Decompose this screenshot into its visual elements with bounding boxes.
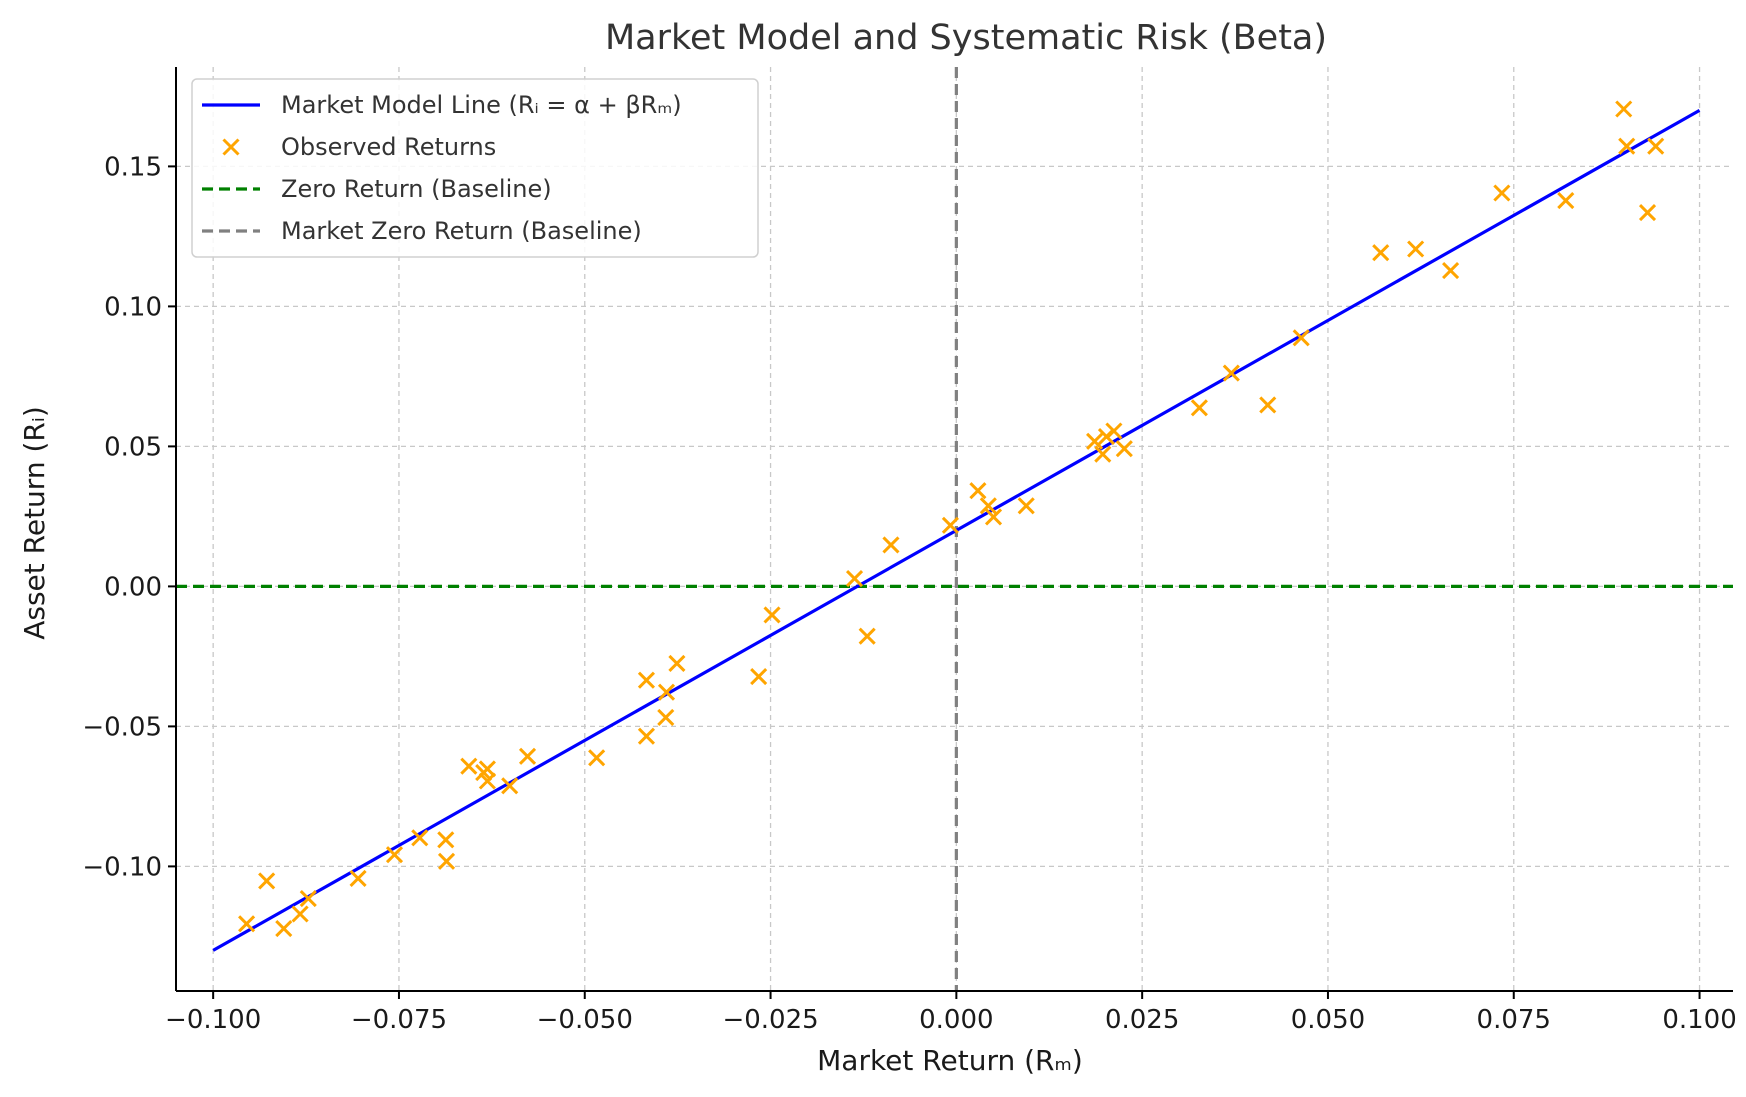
observed-return-point [258,872,276,890]
observed-return-point [518,747,537,765]
y-tick-label: 0.05 [104,432,162,462]
x-axis-title: Market Return (Rₘ) [817,1044,1083,1077]
y-tick-label: 0.15 [104,152,162,182]
observed-return-point [437,831,455,849]
y-axis-title: Asset Return (Rᵢ) [18,406,51,640]
observed-return-point [1618,137,1636,155]
observed-return-point [882,536,900,554]
legend: Market Model Line (Rᵢ = α + βRₘ) Observed… [191,78,759,258]
observed-return-point [291,905,309,923]
observed-return-point [1407,240,1425,258]
x-tick-label: 0.050 [1291,1005,1365,1035]
observed-return-point [1442,261,1460,280]
x-tick-label: −0.050 [537,1005,633,1035]
observed-return-point [1557,191,1575,210]
observed-return-point [763,606,781,624]
observed-return-point [979,497,997,515]
observed-return-point [478,772,496,790]
legend-label: Market Zero Return (Baseline) [281,217,642,245]
observed-return-point [349,869,367,888]
observed-return-point [668,654,686,672]
observed-return-point [657,708,675,727]
observed-return-point [1372,244,1390,262]
observed-return-point [299,890,317,908]
x-tick-label: −0.025 [722,1005,818,1035]
observed-return-point [969,482,987,500]
x-tick-label: −0.075 [351,1005,447,1035]
observed-return-point [501,777,519,795]
observed-return-point [411,829,429,847]
observed-return-point [588,749,606,767]
legend-label: Zero Return (Baseline) [281,175,552,203]
observed-return-point [1647,137,1665,155]
data-series [212,100,1701,952]
observed-return-point [1292,329,1310,347]
observed-return-point [1638,204,1657,222]
y-tick-label: −0.10 [82,852,162,882]
observed-return-point [1105,422,1123,440]
x-tick-label: 0.100 [1662,1005,1736,1035]
legend-box [191,78,759,258]
observed-return-point [941,516,959,534]
x-tick-label: 0.025 [1105,1005,1179,1035]
observed-return-point [275,919,293,938]
observed-return-point [1190,399,1208,417]
observed-return-point [1259,396,1277,414]
observed-return-point [460,757,478,775]
observed-return-point [1094,445,1112,463]
observed-return-point [637,727,656,745]
legend-label: Market Model Line (Rᵢ = α + βRₘ) [281,91,682,119]
observed-return-point [385,846,404,864]
observed-return-point [845,569,864,588]
observed-return-point [637,671,656,689]
y-tick-label: −0.05 [82,712,162,742]
observed-return-point [984,508,1003,526]
legend-label: Observed Returns [281,133,496,161]
observed-return-point [1615,100,1633,118]
observed-return-point [1115,440,1133,458]
observed-return-point [1017,497,1035,515]
observed-return-point [858,627,876,645]
observed-return-point [1086,432,1104,450]
observed-return-point [750,667,768,686]
x-tick-label: 0.000 [919,1005,993,1035]
observed-return-point [437,852,456,870]
x-tick-label: −0.100 [165,1005,261,1035]
legend-marker-observed-returns [222,138,240,156]
observed-return-point [238,915,256,933]
x-tick-label: 0.075 [1477,1005,1551,1035]
y-tick-label: 0.00 [104,572,162,602]
chart-title: Market Model and Systematic Risk (Beta) [605,18,1327,58]
observed-return-point [657,683,676,701]
observed-return-point [1493,184,1511,202]
observed-return-point [1222,364,1240,382]
y-tick-label: 0.10 [104,292,162,322]
axes [175,67,1733,992]
ticks: −0.100 −0.075 −0.050 −0.025 0.000 0.025 0.050 0… [82,152,1736,1035]
